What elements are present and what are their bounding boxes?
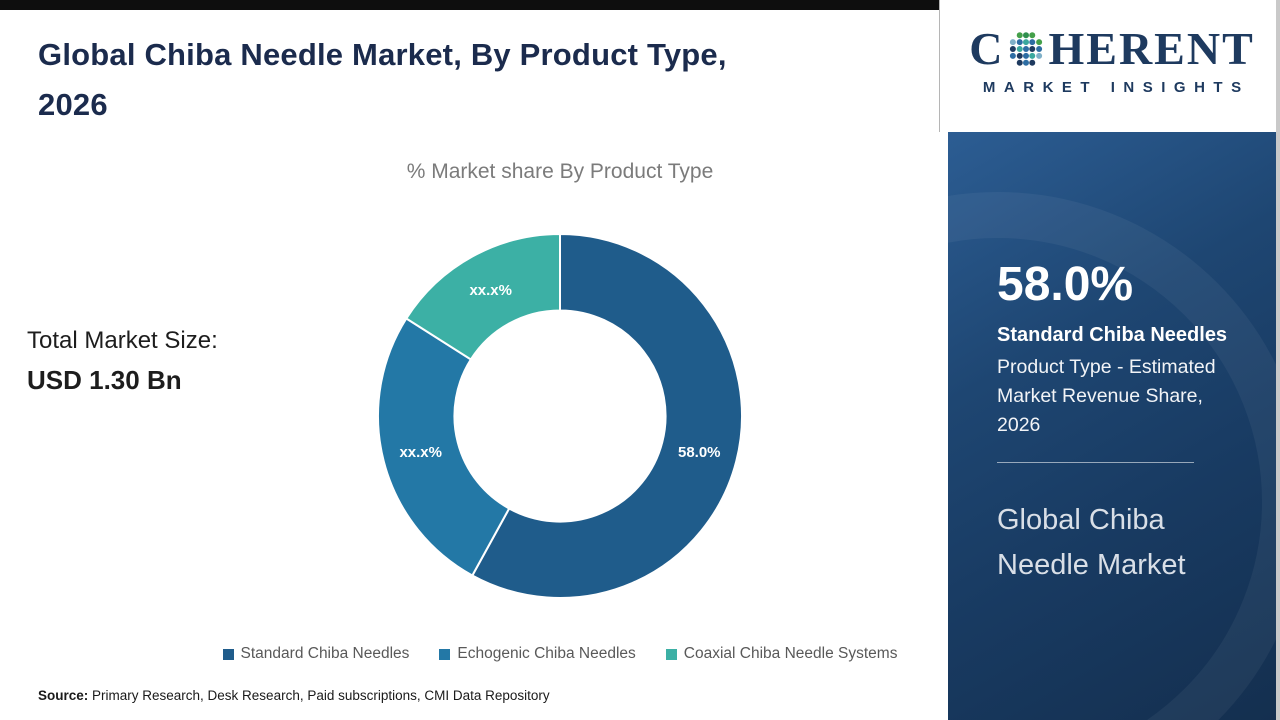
source-line: Source: Primary Research, Desk Research,… [38, 688, 550, 703]
right-edge-strip [1276, 0, 1280, 720]
sidebar-highlight-panel: 58.0% Standard Chiba Needles Product Typ… [948, 132, 1276, 720]
legend-label: Echogenic Chiba Needles [457, 645, 636, 662]
page-title-line2: 2026 [38, 87, 108, 122]
source-text: Primary Research, Desk Research, Paid su… [88, 688, 550, 703]
highlight-segment: Standard Chiba Needles [997, 324, 1228, 346]
donut-segment-1 [470, 232, 743, 599]
legend-item: Echogenic Chiba Needles [439, 645, 636, 663]
donut-slice-label: 58.0% [678, 444, 721, 461]
top-bar [0, 0, 940, 10]
logo-wordmark: C HERENT [948, 26, 1276, 72]
legend-item: Coaxial Chiba Needle Systems [665, 645, 898, 663]
page-title-line1: Global Chiba Needle Market, By Product T… [38, 37, 727, 72]
legend-swatch [439, 648, 451, 660]
donut-chart: 58.0% xx.x% xx.x% [350, 206, 770, 626]
sidebar: C HERENT MARKET INSIGHTS 58.0% Standard … [948, 0, 1276, 720]
legend-label: Coaxial Chiba Needle Systems [683, 645, 898, 662]
highlight-description: Product Type - Estimated Market Revenue … [997, 356, 1216, 436]
donut-slice-label: xx.x% [469, 282, 512, 299]
total-market-label: Total Market Size: [27, 327, 218, 354]
total-market-value: USD 1.30 Bn [27, 365, 182, 395]
total-market-size: Total Market Size: USD 1.30 Bn [27, 327, 218, 396]
legend-swatch [222, 648, 234, 660]
legend-swatch [665, 648, 677, 660]
legend-item: Standard Chiba Needles [222, 645, 410, 663]
logo-suffix: HERENT [1048, 23, 1255, 74]
coherent-logo: C HERENT MARKET INSIGHTS [948, 0, 1276, 132]
logo-prefix: C [969, 23, 1005, 74]
globe-icon [1010, 32, 1043, 66]
chart-legend: Standard Chiba Needles Echogenic Chiba Ne… [160, 645, 960, 663]
legend-label: Standard Chiba Needles [240, 645, 410, 662]
market-name: Global Chiba Needle Market [997, 504, 1186, 581]
sidebar-divider-line [939, 0, 940, 132]
source-label: Source: [38, 688, 89, 703]
page-title: Global Chiba Needle Market, By Product T… [38, 30, 918, 130]
highlight-value: 58.0% [997, 258, 1134, 311]
donut-slice-label: xx.x% [399, 444, 442, 461]
donut-segment-3 [404, 232, 561, 361]
chart-subtitle: % Market share By Product Type [406, 160, 714, 183]
donut-segment-2 [377, 317, 511, 577]
highlight-divider [997, 462, 1194, 463]
logo-tagline: MARKET INSIGHTS [982, 79, 1250, 96]
